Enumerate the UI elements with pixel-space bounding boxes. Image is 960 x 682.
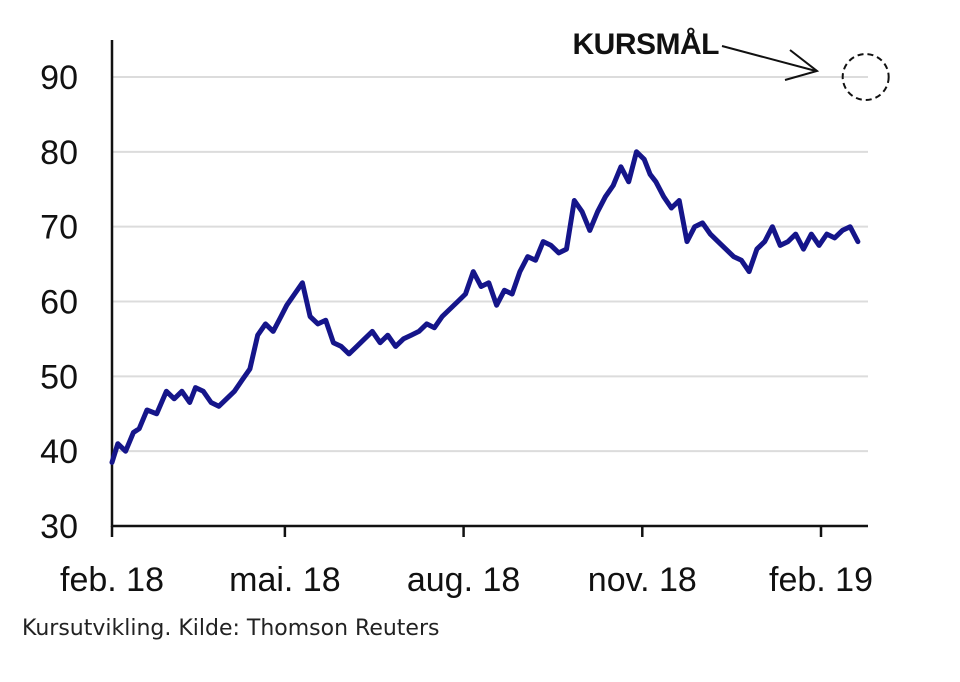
y-tick-label: 30 [40,508,78,546]
x-tick-label: mai. 18 [229,561,341,599]
x-tick-label: feb. 19 [769,561,873,599]
chart-source-caption: Kursutvikling. Kilde: Thomson Reuters [22,616,440,641]
axes [110,40,868,537]
target-marker-circle [841,53,890,101]
target-annotation: KURSMÅL [573,28,890,101]
y-tick-label: 40 [40,433,78,471]
target-annotation-label: KURSMÅL [573,28,720,61]
y-tick-label: 90 [40,59,78,97]
y-tick-label: 60 [40,284,78,322]
x-tick-labels: feb. 18 mai. 18 aug. 18 nov. 18 feb. 19 [60,561,873,599]
annotation-arrowhead [784,49,820,81]
y-tick-labels: 30 40 50 60 70 80 90 [40,59,78,546]
y-tick-label: 70 [40,209,78,247]
series-layer [109,149,861,465]
y-tick-label: 50 [40,358,78,396]
annotation-arrow [721,45,817,72]
gridlines [112,76,868,453]
x-tick-label: aug. 18 [407,561,520,599]
x-tick-label: feb. 18 [60,561,164,599]
x-tick-label: nov. 18 [588,561,697,599]
price-line [109,149,861,465]
y-tick-label: 80 [40,134,78,172]
